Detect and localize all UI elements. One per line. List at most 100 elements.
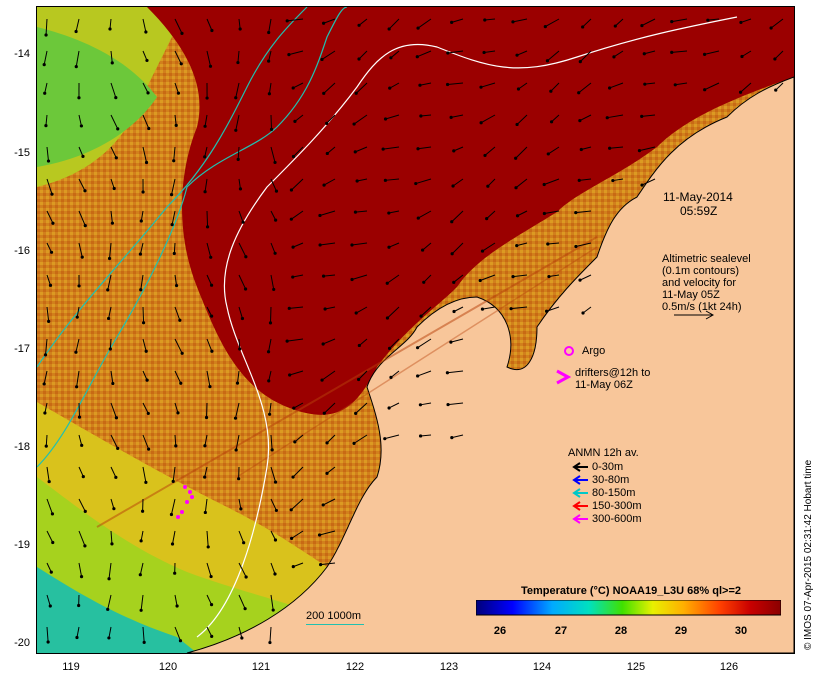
velocity-arrow bbox=[741, 50, 752, 57]
velocity-arrow bbox=[269, 402, 272, 415]
velocity-arrow-head bbox=[114, 416, 118, 420]
velocity-arrow-head bbox=[389, 375, 393, 379]
velocity-arrow bbox=[206, 18, 213, 31]
velocity-arrow bbox=[358, 18, 368, 26]
velocity-arrow bbox=[268, 338, 272, 352]
velocity-arrow-head bbox=[81, 154, 85, 158]
velocity-arrow-head bbox=[581, 311, 585, 315]
velocity-arrow bbox=[139, 242, 144, 255]
velocity-arrow bbox=[774, 50, 784, 60]
colorbar-tick: 28 bbox=[614, 625, 628, 637]
velocity-arrow-head bbox=[637, 149, 642, 153]
velocity-arrow bbox=[292, 242, 304, 248]
anmn-legend-label: 300-600m bbox=[592, 513, 642, 525]
velocity-arrow bbox=[78, 498, 86, 512]
velocity-arrow-head bbox=[385, 281, 389, 285]
velocity-arrow bbox=[323, 178, 336, 186]
velocity-arrow bbox=[322, 498, 336, 506]
velocity-arrow bbox=[142, 146, 148, 163]
velocity-arrow-head bbox=[350, 243, 354, 247]
velocity-arrow bbox=[107, 594, 112, 610]
velocity-arrow-head bbox=[350, 277, 354, 282]
velocity-arrow-head bbox=[325, 121, 329, 125]
velocity-arrow-head bbox=[354, 91, 358, 95]
velocity-arrow-head bbox=[577, 91, 581, 95]
velocity-arrow-head bbox=[47, 319, 51, 323]
velocity-arrow-head bbox=[414, 181, 418, 186]
velocity-arrow bbox=[110, 466, 117, 478]
velocity-arrow-head bbox=[289, 188, 294, 192]
velocity-arrow-head bbox=[178, 318, 182, 322]
velocity-arrow-head bbox=[291, 475, 295, 479]
velocity-arrow-head bbox=[179, 62, 183, 66]
velocity-arrow-head bbox=[480, 249, 485, 253]
velocity-arrow bbox=[238, 274, 247, 290]
velocity-arrow-head bbox=[387, 27, 391, 31]
velocity-arrow bbox=[294, 114, 304, 122]
isobath-1000m bbox=[37, 7, 308, 368]
velocity-arrow bbox=[110, 210, 113, 224]
velocity-arrow-head bbox=[175, 604, 179, 608]
velocity-arrow-head bbox=[292, 406, 296, 410]
velocity-arrow bbox=[46, 178, 53, 195]
velocity-arrow bbox=[204, 114, 208, 127]
velocity-arrow bbox=[447, 82, 464, 85]
velocity-arrow bbox=[453, 274, 464, 283]
velocity-arrows bbox=[42, 18, 784, 645]
velocity-arrow bbox=[45, 434, 48, 447]
velocity-arrow-head bbox=[643, 82, 647, 86]
velocity-arrow bbox=[293, 562, 304, 568]
velocity-arrow bbox=[545, 18, 560, 28]
x-tick-label: 125 bbox=[626, 661, 646, 673]
y-tick-label: -15 bbox=[14, 147, 30, 159]
velocity-arrow bbox=[289, 306, 304, 309]
velocity-arrow bbox=[291, 178, 304, 191]
velocity-arrow bbox=[109, 18, 112, 30]
velocity-arrow-head bbox=[385, 316, 390, 320]
velocity-arrow bbox=[206, 210, 209, 227]
velocity-arrow bbox=[291, 530, 304, 539]
velocity-arrow-head bbox=[387, 346, 392, 350]
velocity-arrow-head bbox=[322, 91, 326, 95]
velocity-arrow bbox=[516, 242, 528, 247]
velocity-arrow bbox=[770, 18, 784, 29]
velocity-arrow bbox=[578, 82, 592, 94]
velocity-arrow-head bbox=[176, 411, 180, 415]
sst-map[interactable] bbox=[36, 6, 795, 654]
velocity-arrow-head bbox=[574, 211, 578, 215]
velocity-arrow-head bbox=[287, 306, 291, 310]
velocity-arrow-head bbox=[108, 347, 112, 351]
velocity-arrow bbox=[351, 274, 368, 280]
velocity-arrow bbox=[110, 434, 119, 449]
velocity-arrow-head bbox=[509, 307, 513, 311]
velocity-arrow-head bbox=[269, 127, 274, 131]
velocity-arrow-head bbox=[146, 91, 150, 95]
anmn-arrow-icon bbox=[572, 475, 588, 485]
velocity-arrow bbox=[480, 274, 496, 281]
velocity-arrow-head bbox=[141, 321, 146, 325]
velocity-arrow bbox=[385, 114, 400, 120]
velocity-arrow-head bbox=[546, 242, 550, 246]
velocity-arrow-head bbox=[549, 89, 553, 93]
velocity-arrow bbox=[704, 82, 720, 91]
velocity-arrow-head bbox=[514, 156, 518, 160]
velocity-arrow bbox=[206, 338, 213, 352]
velocity-arrow-head bbox=[452, 149, 456, 153]
velocity-arrow bbox=[238, 594, 246, 609]
velocity-arrow bbox=[704, 50, 720, 55]
velocity-arrow bbox=[172, 466, 176, 482]
velocity-arrow bbox=[484, 50, 496, 53]
velocity-arrow bbox=[140, 530, 144, 541]
velocity-arrow-head bbox=[418, 83, 422, 87]
velocity-arrow-head bbox=[478, 278, 482, 283]
velocity-arrow bbox=[639, 146, 656, 152]
velocity-arrow-head bbox=[738, 90, 743, 94]
velocity-arrow-head bbox=[612, 55, 616, 59]
velocity-arrow bbox=[323, 82, 336, 94]
velocity-arrow-head bbox=[106, 607, 110, 611]
velocity-arrow bbox=[235, 434, 240, 451]
velocity-arrow-head bbox=[446, 402, 450, 407]
land-mass bbox=[186, 76, 794, 653]
velocity-arrow-head bbox=[267, 59, 271, 63]
velocity-arrow bbox=[174, 594, 178, 607]
